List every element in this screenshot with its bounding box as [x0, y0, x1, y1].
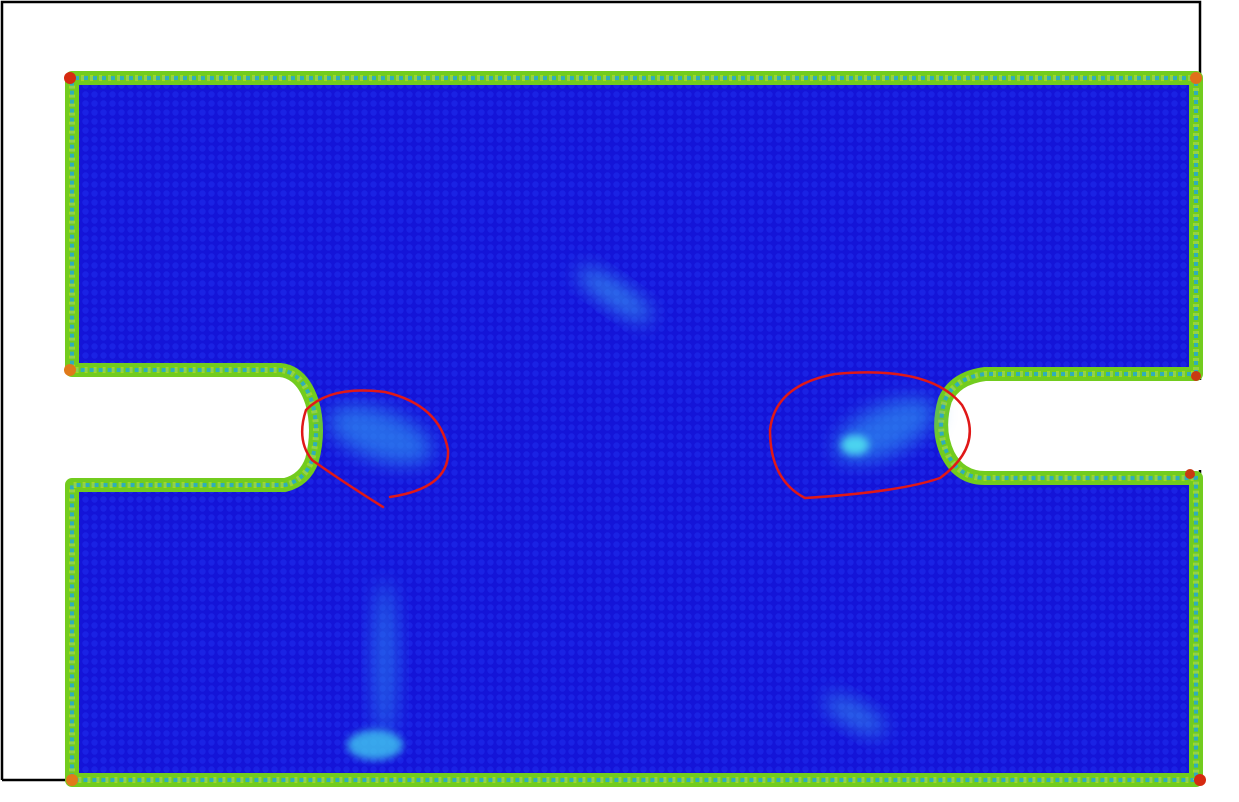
specimen-body — [65, 71, 1203, 787]
corner-bead — [1190, 72, 1202, 84]
stress-zone — [577, 267, 653, 323]
annotations — [300, 371, 971, 509]
specimen — [64, 71, 1206, 787]
corner-bead — [1185, 469, 1195, 479]
corner-bead — [66, 774, 78, 786]
stress-zone — [347, 730, 403, 760]
corner-bead — [1194, 774, 1206, 786]
stress-zone — [327, 404, 433, 466]
annotation-loop — [768, 371, 971, 500]
stress-zone — [824, 694, 886, 736]
corner-bead — [64, 72, 76, 84]
stress-zone — [841, 435, 869, 455]
corner-bead — [1191, 371, 1201, 381]
corner-bead — [64, 364, 76, 376]
stress-zone — [373, 580, 397, 740]
stress-zones — [327, 267, 936, 760]
annotation-loop — [300, 389, 450, 509]
